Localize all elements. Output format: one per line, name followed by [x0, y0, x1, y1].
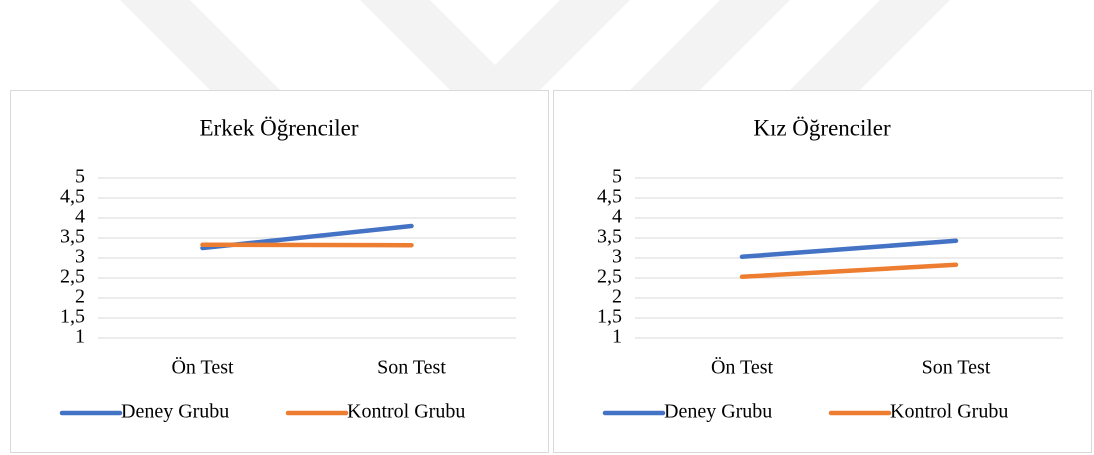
- y-tick-label: 4,5: [60, 186, 85, 208]
- chart-title: Kız Öğrenciler: [753, 115, 891, 140]
- y-tick-label: 4,5: [597, 186, 622, 208]
- x-tick-label: Ön Test: [711, 356, 774, 379]
- legend-label: Deney Grubu: [121, 401, 229, 423]
- y-tick-label: 4: [612, 206, 622, 228]
- y-tick-label: 2,5: [60, 266, 85, 288]
- y-tick-label: 1: [612, 326, 622, 348]
- y-tick-label: 3: [75, 246, 85, 268]
- y-tick-label: 5: [612, 166, 622, 188]
- y-tick-label: 1: [75, 326, 85, 348]
- legend-label: Kontrol Grubu: [347, 401, 465, 423]
- legend-label: Kontrol Grubu: [890, 401, 1008, 423]
- y-tick-label: 1,5: [597, 306, 622, 328]
- x-tick-label: Son Test: [377, 357, 446, 379]
- y-tick-label: 2: [75, 286, 85, 308]
- y-tick-label: 2: [612, 286, 622, 308]
- y-tick-label: 3,5: [60, 226, 85, 248]
- y-tick-label: 5: [75, 166, 85, 188]
- y-tick-label: 1,5: [60, 306, 85, 328]
- chart-title: Erkek Öğrenciler: [199, 115, 358, 140]
- legend-label: Deney Grubu: [664, 401, 772, 423]
- y-tick-label: 3,5: [597, 226, 622, 248]
- y-tick-label: 4: [75, 206, 85, 228]
- series-line: [739, 238, 959, 260]
- y-tick-label: 3: [612, 246, 622, 268]
- watermark: [120, 0, 950, 100]
- x-tick-label: Ön Test: [171, 356, 234, 379]
- x-tick-label: Son Test: [922, 357, 991, 379]
- y-tick-label: 2,5: [597, 266, 622, 288]
- series-line: [739, 262, 959, 280]
- panel: [10, 90, 549, 453]
